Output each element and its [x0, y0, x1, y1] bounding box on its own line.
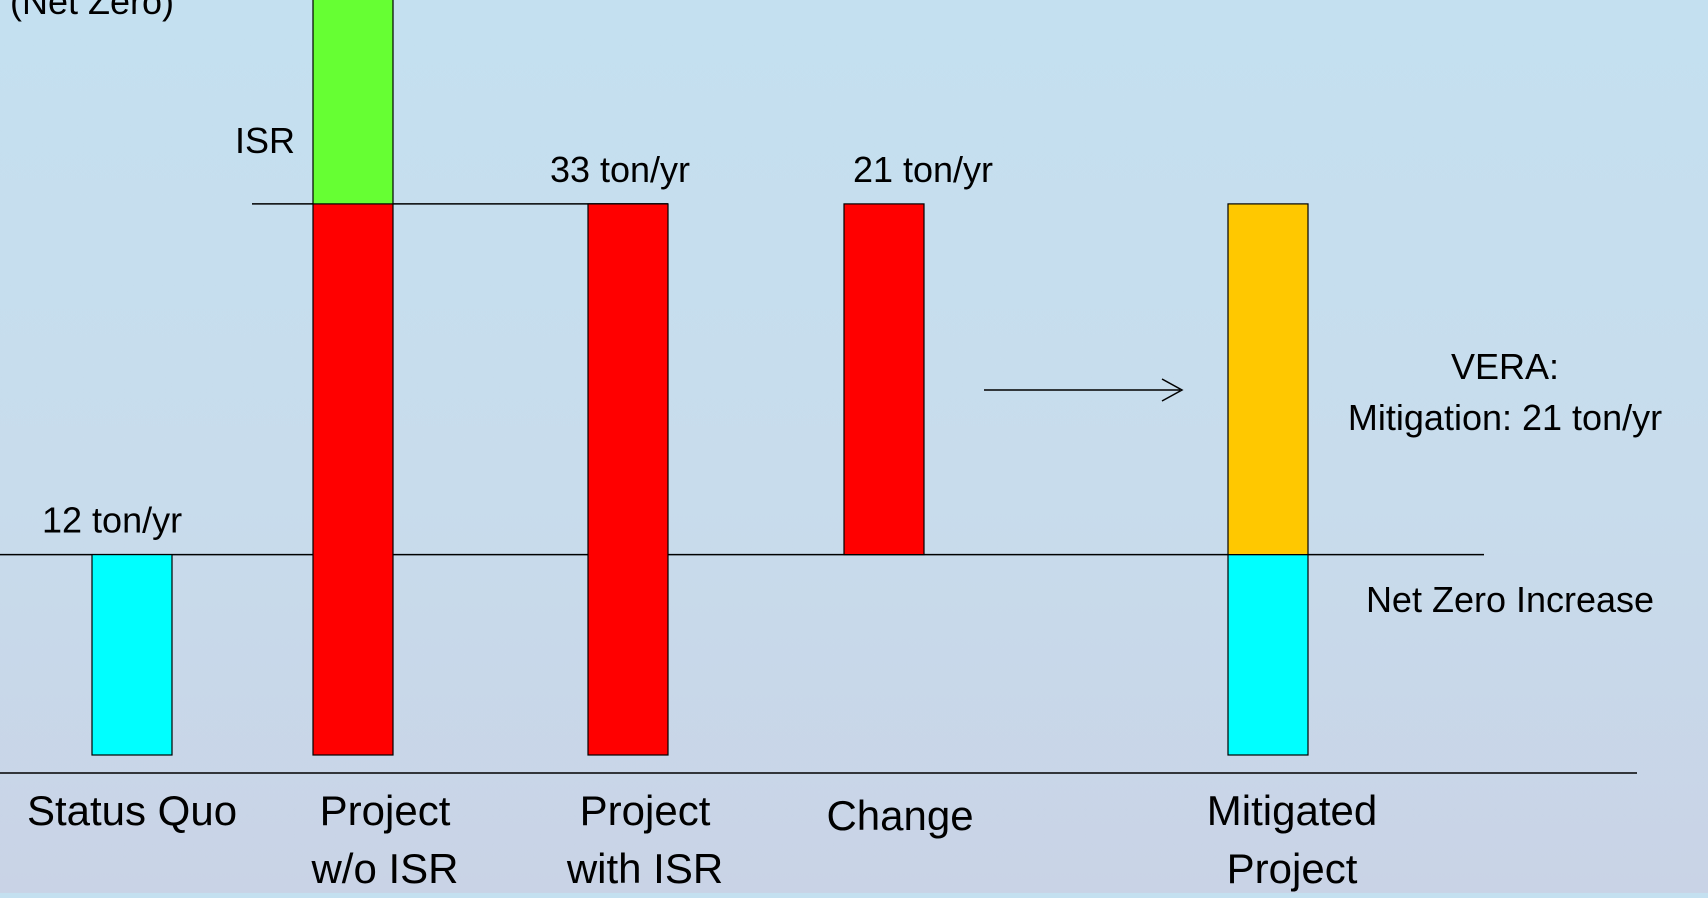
ref-label-33: 33 ton/yr: [550, 149, 690, 190]
category-label-2-line-0: Project: [580, 787, 711, 834]
category-label-4-line-1: Project: [1227, 845, 1358, 892]
category-label-1-line-0: Project: [320, 787, 451, 834]
ref-label-12: 12 ton/yr: [42, 500, 182, 541]
category-labels: Status Quo Project w/o ISR Project with ISR C…: [27, 787, 1377, 892]
bar-1-segment-1: [312, 0, 394, 205]
bar-0-segment-0: [91, 553, 173, 756]
category-label-1-line-1: w/o ISR: [310, 845, 458, 892]
net-zero-increase-label: Net Zero Increase: [1366, 579, 1654, 620]
category-label-2-line-1: with ISR: [566, 845, 723, 892]
mitigation-arrow: [984, 378, 1184, 402]
vera-title: VERA:: [1451, 346, 1559, 387]
vera-mitigation-label: Mitigation: 21 ton/yr: [1348, 397, 1662, 438]
bar-2-segment-0: [587, 203, 669, 756]
value-label-21: 21 ton/yr: [853, 149, 993, 190]
bars-group: [91, 0, 1309, 756]
chart-title: (Net Zero): [10, 0, 174, 22]
bar-1-segment-0: [312, 203, 394, 756]
bar-4-segment-0: [1227, 553, 1309, 756]
category-label-3-line-0: Change: [826, 792, 973, 839]
bar-3-segment-0: [843, 203, 925, 556]
bar-4-segment-1: [1227, 203, 1309, 556]
category-label-4-line-0: Mitigated: [1207, 787, 1377, 834]
category-label-0-line-0: Status Quo: [27, 787, 237, 834]
isr-label: ISR: [235, 120, 295, 161]
